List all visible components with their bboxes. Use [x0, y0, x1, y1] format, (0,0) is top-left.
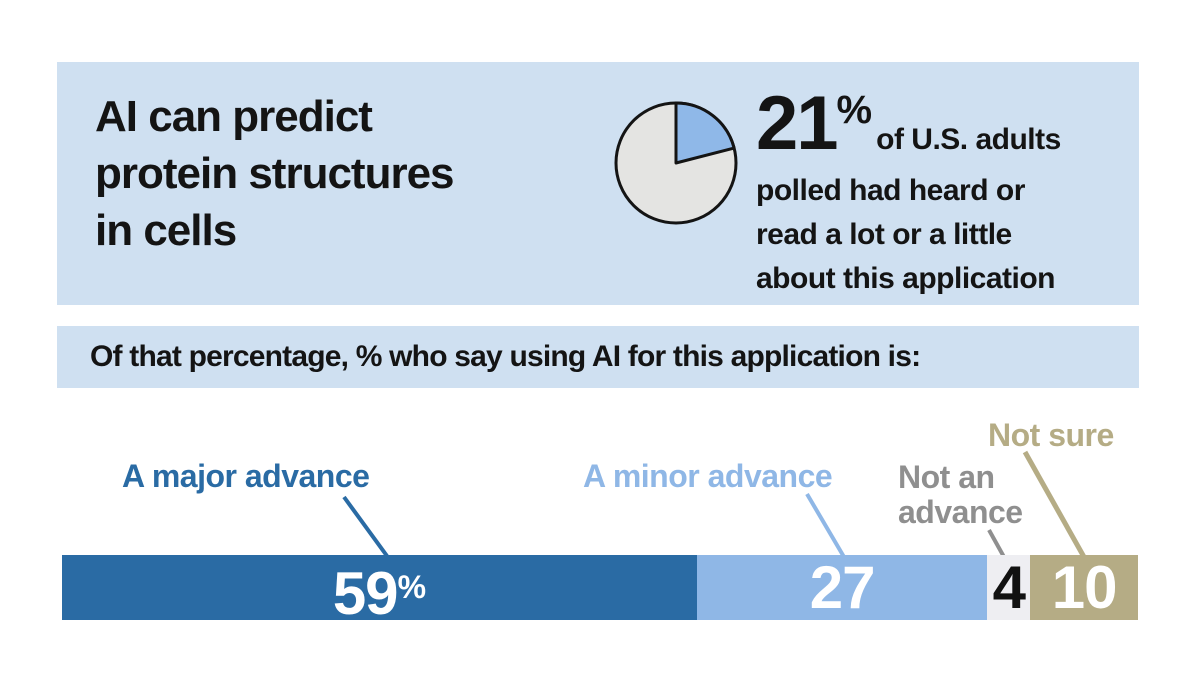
- bar-value-not-advance: 4: [992, 554, 1026, 621]
- bar-segment-not-sure: 10: [1030, 555, 1138, 620]
- label-minor-advance: A minor advance: [583, 458, 833, 494]
- bar-value-major-suffix: %: [397, 569, 427, 605]
- question-panel: [57, 326, 1139, 388]
- leader-line-not-advance: [987, 529, 1006, 558]
- stat-description: polled had heard or read a lot or a litt…: [756, 169, 1116, 301]
- stat-percent-sign: %: [836, 88, 873, 132]
- bar-value-not-sure: 10: [1051, 554, 1118, 621]
- stat-line-1: 21%of U.S. adults: [756, 86, 1116, 162]
- stat-line-2: polled had heard or: [756, 174, 1025, 207]
- label-major-advance: A major advance: [122, 458, 370, 494]
- stat-line-1-text: of U.S. adults: [876, 123, 1061, 156]
- bar-segment-major-advance: 59%: [62, 555, 697, 626]
- pie-chart-svg: [614, 101, 738, 225]
- leader-line-major: [342, 495, 389, 558]
- bar-segment-minor-advance: 27: [696, 554, 988, 621]
- stacked-bar: 59% 27 4 10: [62, 554, 1138, 626]
- bar-value-minor: 27: [809, 554, 876, 621]
- bar-segment-not-an-advance: 4: [987, 554, 1031, 621]
- stat-line-3: read a lot or a little: [756, 218, 1012, 251]
- leader-line-minor: [805, 492, 846, 559]
- title-line-2: protein structures: [95, 149, 455, 198]
- title-line-1: AI can predict: [95, 92, 373, 141]
- question-text: Of that percentage, % who say using AI f…: [90, 340, 921, 373]
- label-not-an-advance: Not an advance: [898, 459, 1023, 530]
- awareness-pie-chart: [612, 99, 740, 227]
- stat-value: 21: [756, 81, 839, 166]
- page-title: AI can predict protein structures in cel…: [95, 88, 455, 259]
- stat-line-4: about this application: [756, 262, 1056, 295]
- pie-highlight-slice: [674, 101, 736, 165]
- label-not-sure: Not sure: [988, 417, 1114, 453]
- title-line-3: in cells: [95, 206, 237, 255]
- bar-value-major: 59: [332, 560, 399, 627]
- awareness-stat: 21%of U.S. adults polled had heard or re…: [756, 86, 1116, 301]
- header-panel: [57, 62, 1139, 305]
